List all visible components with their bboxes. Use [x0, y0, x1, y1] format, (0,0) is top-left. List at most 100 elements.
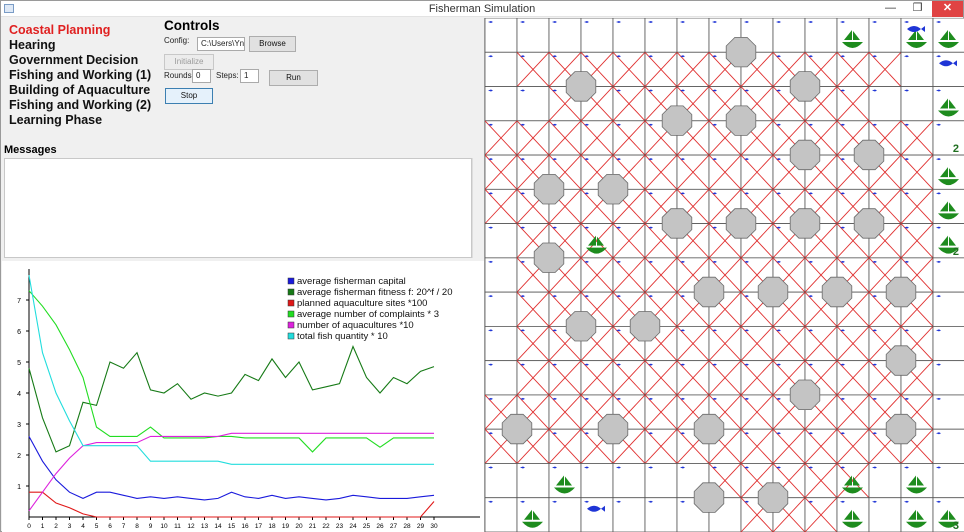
boat-hull-icon: [842, 487, 863, 494]
small-fish-icon: [488, 260, 493, 263]
cross-line: [548, 394, 582, 430]
cross-line: [772, 51, 806, 87]
boat-sail-icon: [597, 236, 604, 246]
small-fish-icon: [680, 158, 685, 161]
small-fish-icon: [776, 192, 781, 195]
boat-hull-icon: [938, 213, 959, 220]
legend-label: average fisherman fitness f: 20^f / 20: [297, 287, 452, 298]
rock-icon: [565, 71, 597, 102]
series-line-0: [28, 436, 435, 501]
cross-line: [868, 326, 902, 361]
cross-line: [644, 428, 678, 464]
small-fish-icon: [872, 123, 877, 126]
small-fish-icon: [488, 192, 493, 195]
small-fish-icon: [776, 466, 781, 469]
fishing-map[interactable]: 2 2 3: [484, 18, 964, 532]
boat-sail-icon: [917, 510, 924, 520]
rock-icon: [789, 379, 821, 411]
boat-sail-icon: [949, 99, 956, 109]
small-fish-icon: [840, 466, 845, 469]
cross-line: [516, 326, 550, 361]
cross-line: [804, 223, 838, 259]
cross-line: [836, 291, 870, 327]
small-fish-icon: [616, 21, 621, 23]
small-fish-icon: [584, 123, 589, 126]
cross-line: [900, 120, 934, 156]
small-fish-icon: [648, 89, 653, 92]
title-bar[interactable]: Fisherman Simulation — ❒ ✕: [1, 1, 963, 17]
rounds-field[interactable]: 0: [192, 69, 211, 83]
rock-icon: [597, 413, 629, 445]
small-fish-icon: [584, 192, 589, 195]
map-cell: [644, 497, 678, 532]
boat-sail-icon: [949, 510, 956, 520]
small-fish-icon: [520, 55, 525, 58]
boat-hull-icon: [842, 521, 863, 528]
small-fish-icon: [648, 397, 653, 400]
legend-swatch: [287, 321, 295, 329]
small-fish-icon: [616, 466, 621, 469]
boat-sail-icon: [940, 201, 948, 212]
small-fish-icon: [488, 226, 493, 229]
small-fish-icon: [680, 500, 685, 503]
initialize-button[interactable]: Initialize: [164, 54, 214, 70]
small-fish-icon: [936, 260, 941, 263]
small-fish-icon: [616, 55, 621, 58]
browse-button[interactable]: Browse: [249, 36, 296, 52]
cross-line: [836, 189, 870, 224]
small-fish-icon: [936, 500, 941, 503]
cross-line: [548, 360, 582, 396]
cross-line: [708, 189, 742, 224]
stop-button[interactable]: Stop: [165, 88, 213, 104]
small-fish-icon: [904, 192, 909, 195]
small-fish-icon: [648, 123, 653, 126]
x-tick-label: 11: [174, 523, 181, 530]
x-tick-label: 30: [430, 523, 438, 530]
x-tick-label: 24: [349, 523, 357, 530]
small-fish-icon: [840, 192, 845, 195]
cross-line: [868, 257, 902, 293]
cross-line: [900, 154, 934, 190]
cross-line: [804, 394, 838, 430]
boat-hull-icon: [906, 521, 927, 528]
steps-field[interactable]: 1: [240, 69, 259, 83]
small-fish-icon: [648, 295, 653, 298]
small-fish-icon: [616, 260, 621, 263]
small-fish-icon: [552, 397, 557, 400]
cross-line: [580, 326, 614, 361]
cross-line: [900, 360, 934, 396]
cross-line: [612, 86, 646, 122]
x-tick-label: 5: [95, 523, 99, 530]
small-fish-icon: [488, 158, 493, 161]
messages-scrollbar[interactable]: [472, 158, 482, 258]
rock-icon: [693, 276, 725, 308]
small-fish-icon: [712, 397, 717, 400]
maximize-button[interactable]: ❒: [912, 2, 923, 14]
boat-sail-icon: [556, 475, 564, 486]
small-fish-icon: [776, 260, 781, 263]
cross-line: [836, 51, 870, 87]
cross-line: [900, 189, 934, 224]
boat-sail-icon: [853, 476, 860, 486]
cross-line: [740, 394, 774, 430]
small-fish-icon: [744, 260, 749, 263]
small-fish-icon: [584, 226, 589, 229]
run-button[interactable]: Run: [269, 70, 318, 86]
small-fish-icon: [840, 363, 845, 366]
small-fish-icon: [872, 329, 877, 332]
messages-textarea[interactable]: [4, 158, 472, 258]
x-tick-label: 17: [255, 523, 263, 530]
small-fish-icon: [712, 158, 717, 161]
cross-line: [740, 428, 774, 464]
small-fish-icon: [840, 500, 845, 503]
series-line-1: [28, 345, 435, 453]
minimize-button[interactable]: —: [885, 2, 896, 14]
small-fish-icon: [904, 158, 909, 161]
small-fish-icon: [840, 329, 845, 332]
boat-hull-icon: [938, 179, 959, 186]
close-button[interactable]: ✕: [932, 1, 963, 17]
config-path-field[interactable]: C:\Users\Yng: [197, 37, 245, 51]
map-cell: [772, 18, 806, 53]
cross-line: [868, 223, 902, 259]
small-fish-icon: [744, 363, 749, 366]
